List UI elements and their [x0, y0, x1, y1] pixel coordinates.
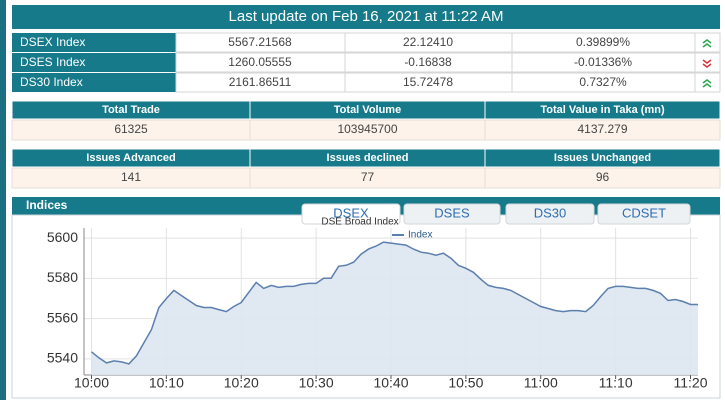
y-tick-label: 5540	[47, 350, 78, 366]
index-row	[175, 32, 721, 53]
area-fill	[91, 242, 698, 375]
direction-icon	[702, 39, 712, 44]
x-tick-label: 10:50	[448, 375, 483, 391]
index-name-cell	[12, 53, 176, 72]
stat-header-cell	[484, 148, 721, 168]
header-title: Last update on Feb 16, 2021 at 11:22 AM	[229, 8, 504, 25]
stat-header-cell	[484, 100, 721, 120]
stat-header: Total Value in Taka (mn)	[540, 104, 665, 116]
stat-value: 96	[596, 170, 610, 184]
index-value: 2161.86511	[229, 75, 292, 89]
stat-value-cell	[484, 119, 721, 141]
stat-value: 103945700	[337, 122, 397, 136]
stat-value: 141	[121, 170, 141, 184]
stat-header: Issues declined	[327, 152, 409, 164]
legend-label: Index	[408, 230, 432, 241]
line	[91, 241, 698, 365]
tab[interactable]	[403, 203, 501, 225]
direction-icon	[702, 63, 712, 68]
index-percent: 0.39899%	[576, 35, 630, 49]
x-tick-label: 10:20	[224, 375, 259, 391]
x-tick-label: 11:10	[599, 375, 633, 391]
direction-icon	[702, 83, 712, 88]
index-value: 5567.21568	[228, 35, 292, 49]
direction-icon	[702, 59, 712, 64]
x-tick-label: 11:20	[674, 375, 708, 391]
index-percent: -0.01336%	[574, 55, 632, 69]
x-tick-label: 10:30	[299, 375, 334, 391]
index-change: 22.12410	[403, 35, 453, 49]
index-row	[175, 72, 721, 93]
stat-value: 4137.279	[577, 122, 627, 136]
index-name-cell	[12, 33, 176, 52]
y-tick-label: 5560	[47, 309, 78, 325]
tab-label[interactable]: DSES	[434, 205, 470, 220]
tab-label[interactable]: CDSET	[622, 205, 666, 220]
tab[interactable]	[301, 203, 401, 225]
tab[interactable]	[505, 203, 595, 225]
index-name: DS30 Index	[20, 75, 83, 89]
x-tick-label: 10:40	[373, 375, 408, 391]
tab-label[interactable]: DSEX	[333, 205, 369, 220]
index-row	[175, 52, 721, 73]
index-value: 1260.05555	[228, 55, 292, 69]
stat-value: 61325	[114, 122, 148, 136]
stat-header: Total Volume	[334, 104, 401, 116]
x-tick-label: 10:10	[149, 375, 184, 391]
index-change: -0.16838	[404, 55, 452, 69]
stat-header: Issues Advanced	[86, 152, 175, 164]
index-name: DSEX Index	[20, 35, 85, 49]
y-tick-label: 5600	[47, 229, 78, 245]
direction-icon	[702, 43, 712, 48]
stat-header: Total Trade	[102, 104, 160, 116]
index-name: DSES Index	[20, 55, 85, 69]
stat-value: 77	[361, 170, 375, 184]
left-border	[0, 0, 6, 400]
x-tick-label: 10:00	[74, 375, 109, 391]
direction-icon	[702, 79, 712, 84]
panel-title: Indices	[26, 198, 68, 212]
index-change: 15.72478	[403, 75, 453, 89]
stat-value-cell	[484, 167, 721, 189]
header-bar	[12, 5, 720, 29]
index-percent: 0.7327%	[579, 75, 627, 89]
x-tick-label: 11:00	[524, 375, 558, 391]
stat-header: Issues Unchanged	[554, 152, 651, 164]
tab[interactable]	[597, 203, 691, 225]
tab-label[interactable]: DS30	[534, 205, 567, 220]
index-name-cell	[12, 73, 176, 92]
y-tick-label: 5580	[47, 269, 78, 285]
chart-subtitle: DSE Broad Index	[321, 217, 398, 228]
